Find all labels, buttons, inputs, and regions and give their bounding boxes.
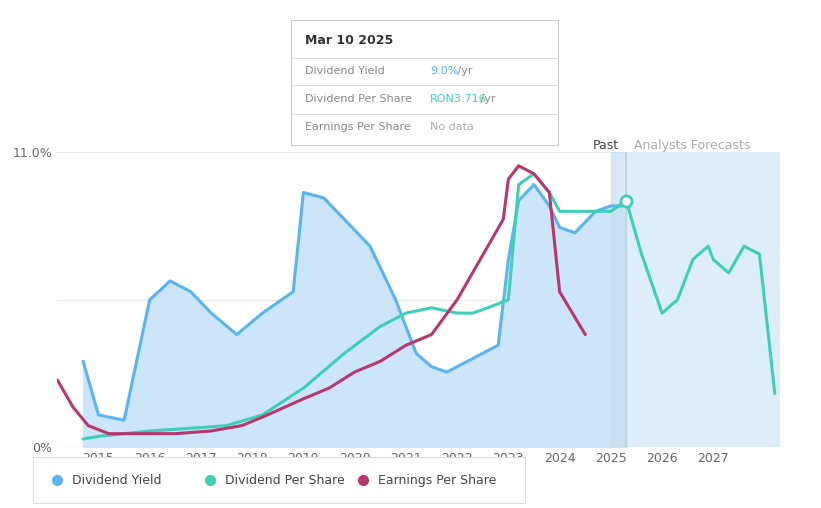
Text: /yr: /yr [477, 94, 496, 104]
Text: 9.0%: 9.0% [430, 67, 459, 76]
Text: Dividend Per Share: Dividend Per Share [305, 94, 411, 104]
Text: Dividend Yield: Dividend Yield [72, 473, 162, 487]
Text: Mar 10 2025: Mar 10 2025 [305, 34, 393, 47]
Text: Earnings Per Share: Earnings Per Share [378, 473, 496, 487]
Text: Earnings Per Share: Earnings Per Share [305, 122, 410, 133]
Bar [611, 152, 626, 447]
Bar [626, 152, 780, 447]
Text: RON3.716: RON3.716 [430, 94, 487, 104]
Text: Dividend Yield: Dividend Yield [305, 67, 384, 76]
Text: No data: No data [430, 122, 474, 133]
Text: Dividend Per Share: Dividend Per Share [225, 473, 345, 487]
Text: Past: Past [593, 139, 618, 152]
Text: Analysts Forecasts: Analysts Forecasts [634, 139, 750, 152]
Text: /yr: /yr [454, 67, 472, 76]
